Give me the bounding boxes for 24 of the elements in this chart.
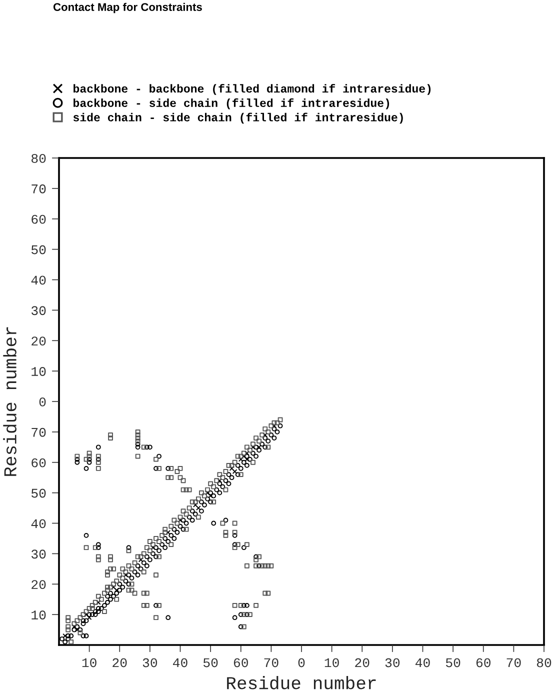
y2-tick-label: 0: [39, 397, 46, 406]
y-tick-label: 30: [31, 550, 46, 559]
x-tick-label: 30: [142, 658, 158, 668]
x-tick-label: 70: [264, 658, 278, 668]
legend-label: backbone - side chain (filled if intraresidue): [74, 98, 390, 110]
x-axis-title: Residue number: [227, 676, 376, 690]
y2-tick-label: 80: [32, 154, 46, 163]
y-tick-label: 70: [32, 428, 46, 437]
y-tick-label: 20: [32, 580, 46, 590]
x-tick-label: 10: [82, 658, 96, 668]
x-tick-label: 60: [234, 658, 248, 668]
y-axis-title: Residue number: [3, 327, 16, 476]
y-tick-label: 60: [32, 458, 46, 468]
x2-tick-label: 0: [298, 658, 305, 668]
x-tick-label: 40: [172, 658, 188, 668]
legend-label: side chain - side chain (filled if intraresidue): [73, 112, 403, 124]
x-tick-label: 20: [112, 658, 127, 668]
y-tick-label: 50: [31, 488, 46, 498]
y-tick-label: 10: [32, 610, 46, 620]
y-tick-label: 40: [31, 519, 46, 528]
x2-tick-label: 80: [536, 658, 552, 668]
x-tick-label: 50: [203, 658, 218, 668]
chart-title: Contact Map for Constraints: [53, 2, 202, 14]
legend-label: backbone - backbone (filled diamond if intraresidue): [74, 84, 431, 95]
